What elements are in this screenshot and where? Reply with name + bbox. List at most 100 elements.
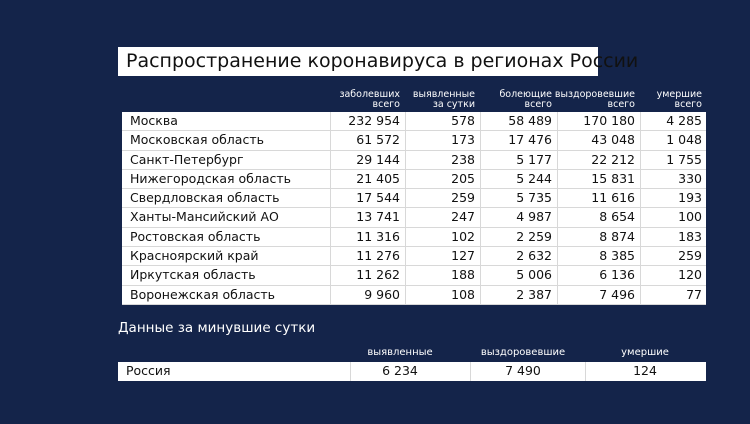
- column-divider: [405, 189, 406, 208]
- cell-value: 4 987: [516, 209, 552, 225]
- column-divider: [330, 169, 331, 189]
- cell-value: 232 954: [348, 113, 400, 128]
- summary-header: умершие: [621, 347, 669, 358]
- column-divider: [640, 227, 641, 247]
- cell-value: 29 144: [356, 151, 400, 167]
- cell-value: 9 960: [364, 286, 400, 302]
- column-header: заболевших всего: [339, 89, 400, 110]
- cell-value: 43 048: [591, 132, 635, 148]
- cell-value: 259: [678, 248, 702, 264]
- column-divider: [640, 285, 641, 304]
- column-header: болеющие всего: [499, 89, 552, 110]
- cell-value: 11 616: [591, 190, 635, 206]
- region-name: Ханты-Мансийский АО: [130, 209, 279, 225]
- cell-value: 58 489: [508, 113, 552, 128]
- cell-value: 8 385: [599, 248, 635, 264]
- column-divider: [405, 266, 406, 285]
- cell-value: 2 632: [516, 248, 552, 264]
- cell-value: 7 490: [505, 363, 541, 378]
- column-divider: [557, 189, 558, 208]
- column-header: выявленные за сутки: [412, 89, 475, 110]
- region-name: Санкт-Петербург: [130, 151, 244, 167]
- cell-value: 11 316: [356, 228, 400, 244]
- column-divider: [557, 266, 558, 285]
- cell-value: 1 048: [666, 132, 702, 148]
- column-divider: [557, 131, 558, 150]
- column-divider: [640, 266, 641, 285]
- country-name: Россия: [126, 363, 171, 378]
- cell-value: 102: [451, 228, 475, 244]
- column-divider: [405, 150, 406, 169]
- cell-value: 6 136: [599, 267, 635, 283]
- column-divider: [585, 362, 586, 381]
- column-divider: [557, 208, 558, 227]
- cell-value: 17 476: [508, 132, 552, 148]
- cell-value: 205: [451, 170, 475, 186]
- cell-value: 2 387: [516, 286, 552, 302]
- table-row: Воронежская область 9 960 108 2 387 7 496 77: [122, 285, 706, 305]
- column-divider: [405, 169, 406, 189]
- column-divider: [640, 247, 641, 266]
- cell-value: 100: [678, 209, 702, 225]
- region-name: Свердловская область: [130, 190, 280, 206]
- summary-row: Россия 6 234 7 490 124: [118, 362, 706, 381]
- cell-value: 2 259: [516, 228, 552, 244]
- table-row: Ростовская область 11 316 102 2 259 8 874 183: [122, 227, 706, 248]
- cell-value: 8 874: [599, 228, 635, 244]
- region-name: Нижегородская область: [130, 170, 292, 186]
- summary-header: выявленные: [367, 347, 433, 358]
- column-header: выздоровевшие всего: [554, 89, 635, 110]
- column-divider: [480, 227, 481, 247]
- column-divider: [330, 189, 331, 208]
- cell-value: 5 177: [516, 151, 552, 167]
- column-divider: [405, 208, 406, 227]
- cell-value: 5 244: [516, 170, 552, 186]
- column-divider: [480, 169, 481, 189]
- region-name: Москва: [130, 113, 178, 128]
- cell-value: 11 276: [356, 248, 400, 264]
- cell-value: 120: [678, 267, 702, 283]
- title: Распространение коронавируса в регионах …: [118, 47, 638, 76]
- column-divider: [405, 247, 406, 266]
- column-divider: [350, 362, 351, 381]
- table-row: Московская область 61 572 173 17 476 43 048 1…: [122, 131, 706, 151]
- cell-value: 1 755: [666, 151, 702, 167]
- cell-value: 13 741: [356, 209, 400, 225]
- column-divider: [640, 208, 641, 227]
- table-row: Свердловская область 17 544 259 5 735 11 616…: [122, 189, 706, 209]
- column-divider: [330, 208, 331, 227]
- cell-value: 6 234: [382, 363, 418, 378]
- cell-value: 578: [451, 113, 475, 128]
- column-divider: [405, 112, 406, 131]
- column-divider: [480, 266, 481, 285]
- column-divider: [557, 247, 558, 266]
- table-row: Санкт-Петербург 29 144 238 5 177 22 212 1 755: [122, 150, 706, 170]
- column-divider: [330, 131, 331, 150]
- column-divider: [557, 150, 558, 169]
- cell-value: 61 572: [356, 132, 400, 148]
- cell-value: 238: [451, 151, 475, 167]
- column-divider: [640, 150, 641, 169]
- table-row: Москва 232 954 578 58 489 170 180 4 285: [122, 112, 706, 132]
- region-name: Московская область: [130, 132, 264, 148]
- summary-title: Данные за минувшие сутки: [118, 320, 316, 336]
- cell-value: 5 006: [516, 267, 552, 283]
- column-divider: [640, 112, 641, 131]
- cell-value: 188: [451, 267, 475, 283]
- table-row: Красноярский край 11 276 127 2 632 8 385 259: [122, 247, 706, 267]
- column-divider: [480, 208, 481, 227]
- cell-value: 259: [451, 190, 475, 206]
- cell-value: 247: [451, 209, 475, 225]
- column-divider: [330, 266, 331, 285]
- column-divider: [480, 150, 481, 169]
- cell-value: 193: [678, 190, 702, 206]
- column-divider: [480, 285, 481, 304]
- column-divider: [557, 227, 558, 247]
- region-name: Воронежская область: [130, 286, 276, 302]
- cell-value: 77: [686, 286, 702, 302]
- table-row: Нижегородская область 21 405 205 5 244 15 83…: [122, 169, 706, 190]
- table-row: Иркутская область 11 262 188 5 006 6 136 120: [122, 266, 706, 286]
- cell-value: 11 262: [356, 267, 400, 283]
- column-divider: [330, 227, 331, 247]
